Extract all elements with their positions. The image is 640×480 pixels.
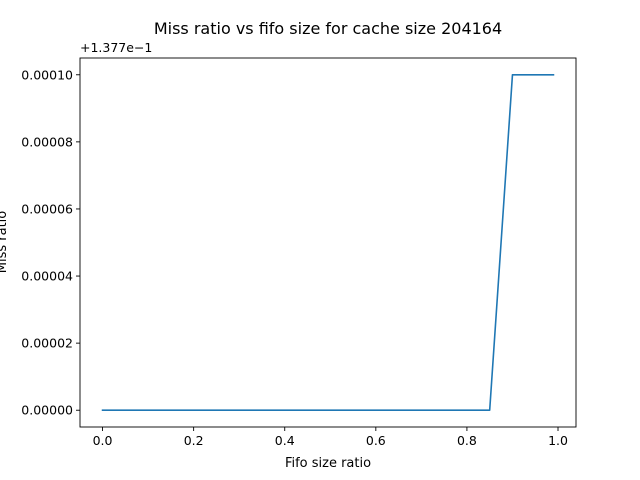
x-axis-label: Fifo size ratio: [285, 456, 371, 471]
plot-area: 0.0 0.2 0.4 0.6 0.8 1.0 0.00000 0.00002 0.00004 0…: [21, 57, 577, 448]
y-tick-label: 0.00010: [21, 67, 73, 82]
x-tick-label: 0.8: [457, 433, 477, 448]
y-tick-label: 0.00000: [21, 403, 73, 418]
x-tick-label: 0.6: [366, 433, 386, 448]
x-tick-label: 0.0: [93, 433, 113, 448]
y-tick-label: 0.00002: [21, 336, 73, 351]
axes-frame: [79, 57, 577, 428]
series-line-1: [101, 73, 555, 412]
y-tick-label: 0.00006: [21, 201, 73, 216]
x-tick-label: 0.2: [184, 433, 204, 448]
y-tick-label: 0.00008: [21, 134, 73, 149]
y-offset-label: +1.377e−1: [80, 40, 152, 55]
y-tick-label: 0.00004: [21, 269, 73, 284]
x-tick-label: 1.0: [548, 433, 568, 448]
y-axis-label: Miss ratio: [0, 211, 10, 274]
x-tick-label: 0.4: [275, 433, 295, 448]
chart-title: Miss ratio vs fifo size for cache size 2…: [154, 19, 502, 38]
